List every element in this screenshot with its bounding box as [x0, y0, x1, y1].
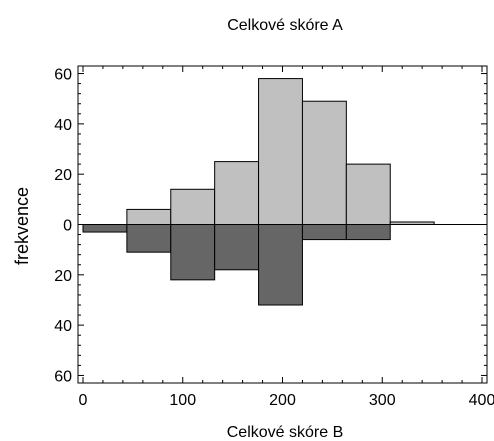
- y-tick-label--60: 60: [54, 368, 72, 385]
- y-tick-label-60: 60: [54, 67, 72, 84]
- y-axis-label: frekvence: [12, 187, 32, 265]
- histogram-bar-down-0: [82, 224, 128, 233]
- y-tick-label-20: 20: [54, 167, 72, 184]
- histogram-bar-up-5: [301, 100, 347, 225]
- x-tick-label-200: 200: [269, 392, 296, 409]
- histogram-bar-down-4: [258, 224, 303, 306]
- bars-layer: [82, 78, 435, 306]
- y-tick-label--20: 20: [54, 268, 72, 285]
- x-tick-label-300: 300: [369, 392, 396, 409]
- x-tick-label-100: 100: [169, 392, 196, 409]
- y-tick-label-0: 0: [63, 218, 72, 235]
- histogram-bar-up-1: [126, 208, 172, 225]
- x-axis-label: Celkové skóre B: [227, 424, 344, 441]
- y-tick-label--40: 40: [54, 318, 72, 335]
- histogram-bar-down-3: [214, 224, 260, 271]
- histogram-bar-down-5: [301, 224, 347, 241]
- histogram-bar-up-4: [258, 78, 303, 226]
- histogram-bar-up-2: [170, 188, 216, 225]
- histogram-bar-down-2: [170, 224, 216, 281]
- x-tick-label-0: 0: [79, 392, 88, 409]
- histogram-bar-up-6: [345, 163, 391, 225]
- histogram-bar-down-6: [345, 224, 391, 241]
- histogram-bar-down-1: [126, 224, 172, 253]
- y-tick-label-40: 40: [54, 117, 72, 134]
- x-tick-label-400: 400: [469, 392, 494, 409]
- chart-title: Celkové skóre A: [227, 17, 343, 34]
- histogram-bar-up-3: [214, 161, 260, 226]
